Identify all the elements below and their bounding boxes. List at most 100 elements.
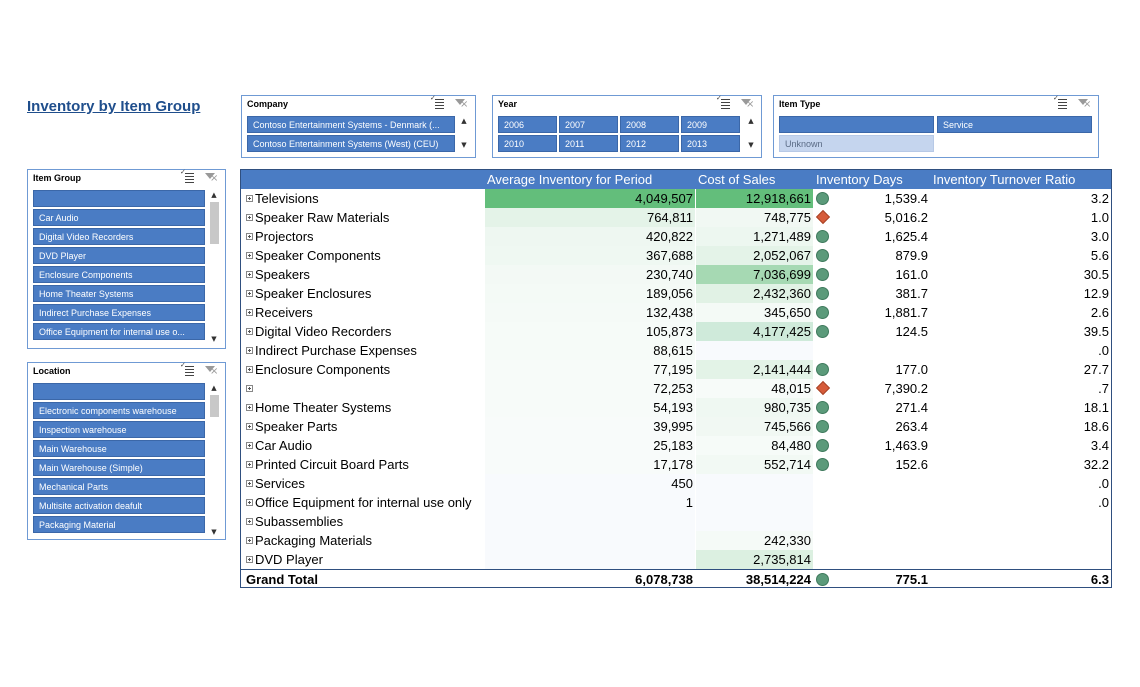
row-label[interactable]: DVD Player	[246, 550, 323, 569]
item-type-item[interactable]: Unknown	[779, 135, 934, 152]
item-group-item[interactable]	[33, 190, 205, 207]
scroll-down-icon[interactable]: ▼	[748, 141, 754, 149]
expand-icon[interactable]	[246, 214, 253, 222]
row-label[interactable]: Printed Circuit Board Parts	[246, 455, 409, 474]
expand-icon[interactable]	[246, 556, 253, 564]
row-label[interactable]: Car Audio	[246, 436, 312, 455]
expand-icon[interactable]	[246, 252, 253, 260]
clear-filter-icon[interactable]	[1077, 98, 1091, 110]
kpi-circle-icon	[816, 287, 829, 300]
expand-icon[interactable]	[246, 442, 253, 450]
expand-icon[interactable]	[246, 195, 253, 203]
expand-icon[interactable]	[246, 233, 253, 241]
multi-select-icon[interactable]	[1053, 95, 1067, 109]
location-scrollbar[interactable]: ▲ ▼	[208, 383, 220, 537]
row-label[interactable]: Speaker Enclosures	[246, 284, 371, 303]
row-label[interactable]: Packaging Materials	[246, 531, 372, 550]
multi-select-icon[interactable]	[180, 169, 194, 183]
item-group-item[interactable]: Car Audio	[33, 209, 205, 226]
company-item[interactable]: Contoso Entertainment Systems (West) (CE…	[247, 135, 455, 152]
scroll-thumb[interactable]	[210, 395, 219, 417]
expand-icon[interactable]	[246, 347, 253, 355]
location-item[interactable]: Packaging Material	[33, 516, 205, 533]
row-label[interactable]: Indirect Purchase Expenses	[246, 341, 417, 360]
clear-filter-icon[interactable]	[740, 98, 754, 110]
clear-filter-icon[interactable]	[204, 172, 218, 184]
scroll-down-icon[interactable]: ▼	[461, 141, 467, 149]
scroll-up-icon[interactable]: ▲	[211, 191, 217, 199]
expand-icon[interactable]	[246, 480, 253, 488]
scroll-up-icon[interactable]: ▲	[461, 117, 467, 125]
row-label[interactable]: Speaker Components	[246, 246, 381, 265]
expand-icon[interactable]	[246, 385, 253, 393]
row-label[interactable]: Televisions	[246, 189, 319, 208]
year-item[interactable]: 2010	[498, 135, 557, 152]
location-item[interactable]: Main Warehouse	[33, 440, 205, 457]
item-group-item[interactable]: Digital Video Recorders	[33, 228, 205, 245]
item-group-scrollbar[interactable]: ▲ ▼	[208, 190, 220, 344]
location-item[interactable]: Mechanical Parts	[33, 478, 205, 495]
row-label[interactable]: Home Theater Systems	[246, 398, 391, 417]
year-item[interactable]: 2012	[620, 135, 679, 152]
item-type-item[interactable]: Service	[937, 116, 1092, 133]
company-item[interactable]: Contoso Entertainment Systems - Denmark …	[247, 116, 455, 133]
year-item[interactable]: 2009	[681, 116, 740, 133]
item-group-item[interactable]: Office Equipment for internal use o...	[33, 323, 205, 340]
header-inventory-days[interactable]: Inventory Days	[816, 172, 903, 187]
expand-icon[interactable]	[246, 499, 253, 507]
expand-icon[interactable]	[246, 537, 253, 545]
year-item[interactable]: 2008	[620, 116, 679, 133]
item-group-item[interactable]: Enclosure Components	[33, 266, 205, 283]
item-group-item[interactable]: Indirect Purchase Expenses	[33, 304, 205, 321]
expand-icon[interactable]	[246, 461, 253, 469]
multi-select-icon[interactable]	[716, 95, 730, 109]
expand-icon[interactable]	[246, 423, 253, 431]
item-type-item[interactable]	[779, 116, 934, 133]
expand-icon[interactable]	[246, 309, 253, 317]
year-item[interactable]: 2011	[559, 135, 618, 152]
row-label[interactable]	[246, 379, 255, 398]
scroll-down-icon[interactable]: ▼	[211, 528, 217, 536]
expand-icon[interactable]	[246, 366, 253, 374]
item-group-item[interactable]: DVD Player	[33, 247, 205, 264]
row-label[interactable]: Speaker Parts	[246, 417, 337, 436]
row-label[interactable]: Speaker Raw Materials	[246, 208, 389, 227]
scroll-up-icon[interactable]: ▲	[748, 117, 754, 125]
expand-icon[interactable]	[246, 518, 253, 526]
location-item[interactable]: Inspection warehouse	[33, 421, 205, 438]
location-item[interactable]	[33, 383, 205, 400]
cost-of-sales-cell: 745,566	[696, 417, 813, 436]
location-item[interactable]: Main Warehouse (Simple)	[33, 459, 205, 476]
multi-select-icon[interactable]	[180, 362, 194, 376]
scroll-thumb[interactable]	[210, 202, 219, 244]
clear-filter-icon[interactable]	[454, 98, 468, 110]
location-item[interactable]: Electronic components warehouse	[33, 402, 205, 419]
row-label[interactable]: Digital Video Recorders	[246, 322, 391, 341]
clear-filter-icon[interactable]	[204, 365, 218, 377]
scroll-down-icon[interactable]: ▼	[211, 335, 217, 343]
company-scrollbar[interactable]: ▲ ▼	[458, 116, 470, 154]
location-item[interactable]: Multisite activation deafult	[33, 497, 205, 514]
year-item[interactable]: 2007	[559, 116, 618, 133]
expand-icon[interactable]	[246, 271, 253, 279]
item-group-item[interactable]: Home Theater Systems	[33, 285, 205, 302]
expand-icon[interactable]	[246, 290, 253, 298]
row-label[interactable]: Subassemblies	[246, 512, 343, 531]
year-scrollbar[interactable]: ▲ ▼	[745, 116, 757, 154]
header-cost-of-sales[interactable]: Cost of Sales	[698, 172, 776, 187]
header-avg-inventory[interactable]: Average Inventory for Period	[487, 172, 653, 187]
row-label[interactable]: Enclosure Components	[246, 360, 390, 379]
year-item[interactable]: 2006	[498, 116, 557, 133]
expand-icon[interactable]	[246, 328, 253, 336]
row-label[interactable]: Services	[246, 474, 305, 493]
row-label[interactable]: Receivers	[246, 303, 313, 322]
expand-icon[interactable]	[246, 404, 253, 412]
scroll-up-icon[interactable]: ▲	[211, 384, 217, 392]
inventory-days-cell: 177.0	[895, 362, 928, 377]
row-label[interactable]: Projectors	[246, 227, 314, 246]
row-label[interactable]: Speakers	[246, 265, 310, 284]
header-turnover-ratio[interactable]: Inventory Turnover Ratio	[933, 172, 1076, 187]
row-label[interactable]: Office Equipment for internal use only	[246, 493, 472, 512]
multi-select-icon[interactable]	[430, 95, 444, 109]
year-item[interactable]: 2013	[681, 135, 740, 152]
